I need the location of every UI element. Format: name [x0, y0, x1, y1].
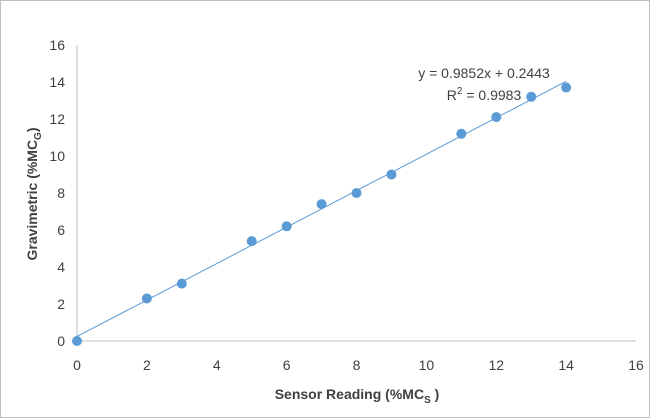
data-point [316, 199, 327, 210]
y-tick-label: 4 [57, 259, 65, 275]
data-point [246, 236, 257, 247]
data-point [386, 169, 397, 180]
data-point [456, 128, 467, 139]
y-tick-label: 0 [57, 333, 65, 349]
r-squared-label: R2 = 0.9983 [447, 86, 522, 103]
y-tick-label: 10 [49, 148, 65, 164]
data-points [72, 82, 572, 346]
data-point [141, 293, 152, 304]
trendline-equation: y = 0.9852x + 0.2443 [418, 65, 550, 81]
data-point [351, 188, 362, 198]
data-point [526, 91, 537, 102]
x-tick-label: 14 [558, 357, 574, 373]
x-tick-label: 6 [283, 357, 291, 373]
x-tick-label: 4 [213, 357, 221, 373]
x-axis-title: Sensor Reading (%MCS ) [275, 386, 440, 406]
y-tick-label: 6 [57, 222, 65, 238]
y-tick-labels: 0 2 4 6 8 10 12 14 16 [49, 37, 65, 349]
y-axis-title: Gravimetric (%MCG) [24, 127, 44, 260]
x-tick-label: 10 [419, 357, 435, 373]
x-tick-labels: 0 2 4 6 8 10 12 14 16 [73, 357, 644, 373]
data-point [281, 221, 292, 232]
x-tick-label: 8 [353, 357, 361, 373]
x-tick-label: 0 [73, 357, 81, 373]
data-point [72, 336, 82, 346]
x-tick-label: 12 [488, 357, 504, 373]
y-tick-label: 16 [49, 37, 65, 53]
y-tick-label: 8 [57, 185, 65, 201]
y-tick-label: 14 [49, 74, 65, 90]
y-tick-label: 2 [57, 296, 65, 312]
x-tick-label: 2 [143, 357, 151, 373]
data-point [491, 112, 502, 123]
data-point [561, 82, 572, 93]
y-tick-label: 12 [49, 111, 65, 127]
data-point [176, 278, 187, 289]
x-tick-label: 16 [628, 357, 644, 373]
